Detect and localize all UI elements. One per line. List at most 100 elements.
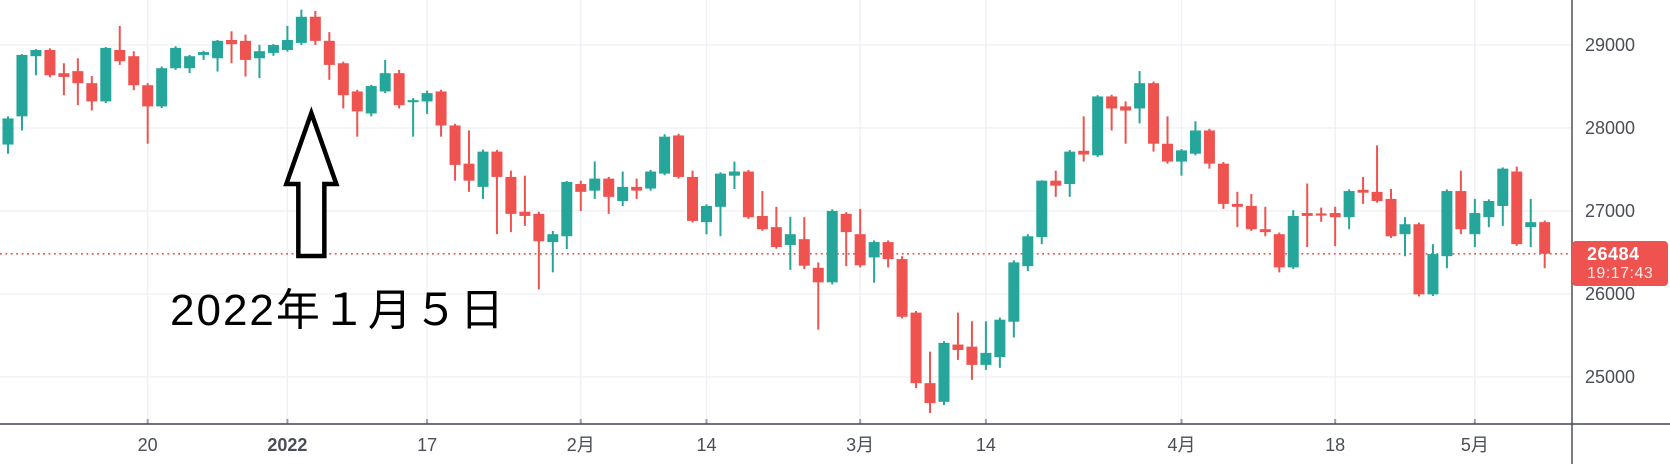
candle-body xyxy=(58,73,70,77)
candle-body xyxy=(100,47,112,102)
y-axis-label: 28000 xyxy=(1585,118,1635,138)
candle-wick xyxy=(537,211,540,290)
candle-body xyxy=(547,234,559,243)
candle-body xyxy=(44,49,56,76)
candle-body xyxy=(994,319,1006,358)
candle-body xyxy=(659,136,671,174)
candle-body xyxy=(966,346,978,365)
x-axis-label: 17 xyxy=(417,435,437,455)
candle-wick xyxy=(118,25,121,65)
candle-body xyxy=(1092,96,1104,156)
candle-wick xyxy=(1110,94,1113,131)
candle-body xyxy=(1162,143,1174,162)
candle-body xyxy=(1022,236,1034,267)
candle-wick xyxy=(468,130,471,192)
candle-body xyxy=(770,227,782,248)
y-axis-label: 26000 xyxy=(1585,284,1635,304)
candle-body xyxy=(1371,191,1383,201)
candle-body xyxy=(1385,198,1397,237)
candle-body xyxy=(86,83,98,102)
candle-body xyxy=(253,51,265,59)
candle-body xyxy=(1539,222,1551,254)
candle-body xyxy=(1399,224,1411,235)
candle-wick xyxy=(1236,191,1239,228)
candle-wick xyxy=(984,321,987,370)
candle-body xyxy=(742,171,754,218)
candle-body xyxy=(295,16,307,43)
candle-body xyxy=(114,49,126,62)
candle-body xyxy=(379,73,391,92)
candle-body xyxy=(1217,163,1229,204)
candle-wick xyxy=(1264,206,1267,237)
last-price-badge: 26484 19:17:43 xyxy=(1572,241,1668,286)
candle-body xyxy=(463,163,475,181)
x-axis-label: 4月 xyxy=(1167,435,1195,455)
candle-body xyxy=(491,151,503,177)
candle-wick xyxy=(286,25,289,52)
candle-body xyxy=(239,40,251,60)
candle-body xyxy=(896,259,908,317)
candle-wick xyxy=(817,262,820,330)
x-axis-label: 14 xyxy=(696,435,716,455)
candle-body xyxy=(1008,262,1020,322)
candle-body xyxy=(309,16,321,41)
candle-body xyxy=(1287,215,1299,268)
candle-body xyxy=(1189,130,1201,154)
candle-body xyxy=(323,40,335,65)
candle-body xyxy=(575,183,587,192)
candle-body xyxy=(72,71,84,84)
candle-body xyxy=(924,383,936,404)
y-axis-label: 29000 xyxy=(1585,35,1635,55)
candle-wick xyxy=(956,312,959,360)
last-price-value: 26484 xyxy=(1587,244,1640,264)
candle-body xyxy=(882,242,894,260)
candle-wick xyxy=(202,50,205,60)
x-axis-label: 3月 xyxy=(846,435,874,455)
candle-wick xyxy=(873,240,876,283)
candle-body xyxy=(421,93,433,102)
candle-body xyxy=(435,91,447,126)
x-axis-label: 20 xyxy=(138,435,158,455)
candle-wick xyxy=(1082,116,1085,162)
candle-wick xyxy=(845,212,848,267)
candle-wick xyxy=(62,63,65,96)
candle-body xyxy=(1148,83,1160,144)
candle-body xyxy=(868,242,880,258)
candle-wick xyxy=(551,230,554,273)
candle-body xyxy=(351,91,363,112)
candle-body xyxy=(477,151,489,187)
candle-body xyxy=(1064,151,1076,184)
candle-body xyxy=(533,213,545,242)
candle-body xyxy=(756,215,768,230)
candle-body xyxy=(1175,150,1187,162)
candle-body xyxy=(198,52,210,55)
candle-body xyxy=(407,100,419,103)
candle-body xyxy=(1231,203,1243,207)
candle-body xyxy=(561,181,573,237)
candle-body xyxy=(673,135,685,177)
x-axis-label: 18 xyxy=(1325,435,1345,455)
candle-body xyxy=(30,49,42,57)
candle-body xyxy=(980,352,992,365)
candle-body xyxy=(1329,213,1341,218)
candle-body xyxy=(393,73,405,106)
candle-body xyxy=(1245,205,1257,230)
candle-body xyxy=(128,56,140,86)
candle-body xyxy=(826,210,838,283)
candle-body xyxy=(184,56,196,69)
candle-body xyxy=(812,267,824,283)
candle-body xyxy=(1441,191,1453,257)
up-arrow-annotation xyxy=(283,106,340,259)
candle-body xyxy=(1357,189,1369,193)
candle-body xyxy=(337,63,349,96)
candle-body xyxy=(281,40,293,50)
candle-body xyxy=(1259,229,1271,233)
candle-body xyxy=(170,47,182,69)
candle-body xyxy=(1273,234,1285,268)
candle-wick xyxy=(1180,149,1183,176)
candle-body xyxy=(16,54,28,117)
candle-wick xyxy=(426,90,429,114)
candle-body xyxy=(1497,168,1509,206)
